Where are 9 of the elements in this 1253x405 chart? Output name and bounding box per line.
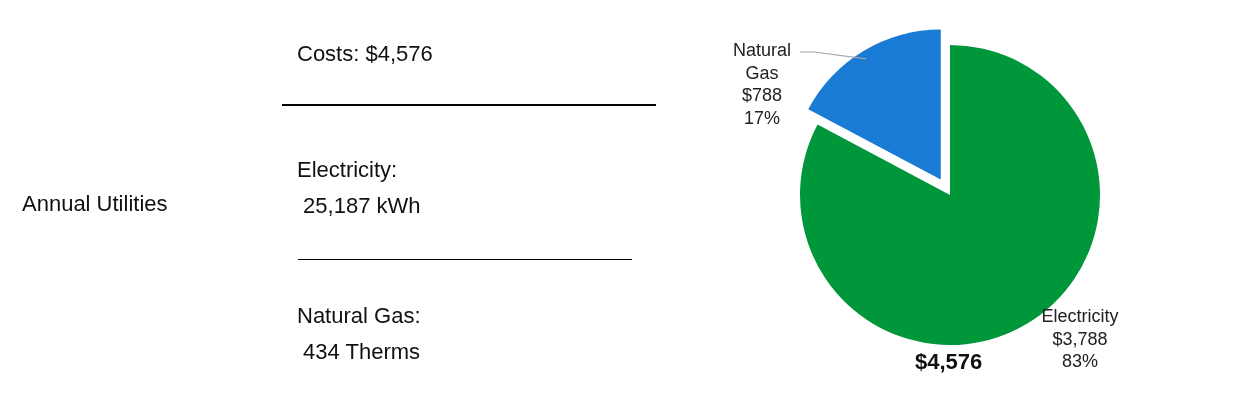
text: $4,576 bbox=[915, 348, 983, 376]
text: Costs: $4,576 bbox=[297, 40, 433, 68]
slice-label: Electricity bbox=[1041, 306, 1119, 326]
slice-label: Natural Gas bbox=[732, 40, 792, 83]
data-label: $788 17% bbox=[741, 85, 783, 128]
text: Electricity: 25,187 kWh bbox=[297, 156, 421, 220]
text: Natural Gas: 434 Therms bbox=[297, 302, 421, 366]
text: Annual Utilities bbox=[22, 190, 168, 218]
data-label: $3,788 83% bbox=[1052, 328, 1108, 371]
